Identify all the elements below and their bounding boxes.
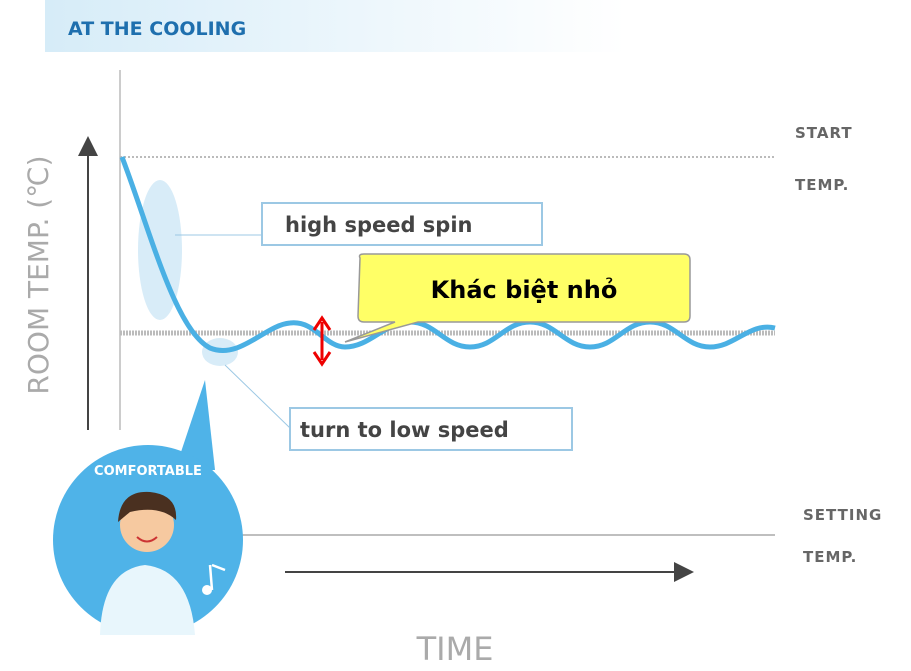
callout-text: turn to low speed — [300, 418, 509, 442]
temp-curve — [119, 156, 776, 353]
person-face — [120, 498, 174, 552]
note-icon — [208, 563, 226, 591]
person-hair — [118, 491, 177, 522]
callout-box — [289, 407, 573, 451]
diff-arrow — [312, 315, 332, 367]
x-axis-label: TIME — [416, 630, 494, 668]
header-title: AT THE COOLING — [68, 18, 246, 40]
highlight — [138, 180, 182, 320]
note-icon — [202, 585, 212, 595]
y-axis-label: ROOM TEMP. (℃) — [22, 155, 55, 394]
connector — [224, 364, 291, 429]
person-mouth — [136, 536, 158, 543]
setting-label: TEMP. — [803, 548, 857, 566]
header-band — [45, 0, 625, 52]
note-text: Khác biệt nhỏ — [431, 276, 618, 304]
callout-box — [261, 202, 543, 246]
badge-text: COMFORTABLE — [94, 464, 202, 479]
badge-tail — [175, 380, 215, 470]
person-body — [100, 565, 195, 635]
start-label: TEMP. — [795, 176, 849, 194]
start-label: START — [795, 124, 853, 142]
note-bubble — [344, 253, 691, 343]
callout-text: high speed spin — [285, 213, 472, 237]
setting-label: SETTING — [803, 506, 882, 524]
